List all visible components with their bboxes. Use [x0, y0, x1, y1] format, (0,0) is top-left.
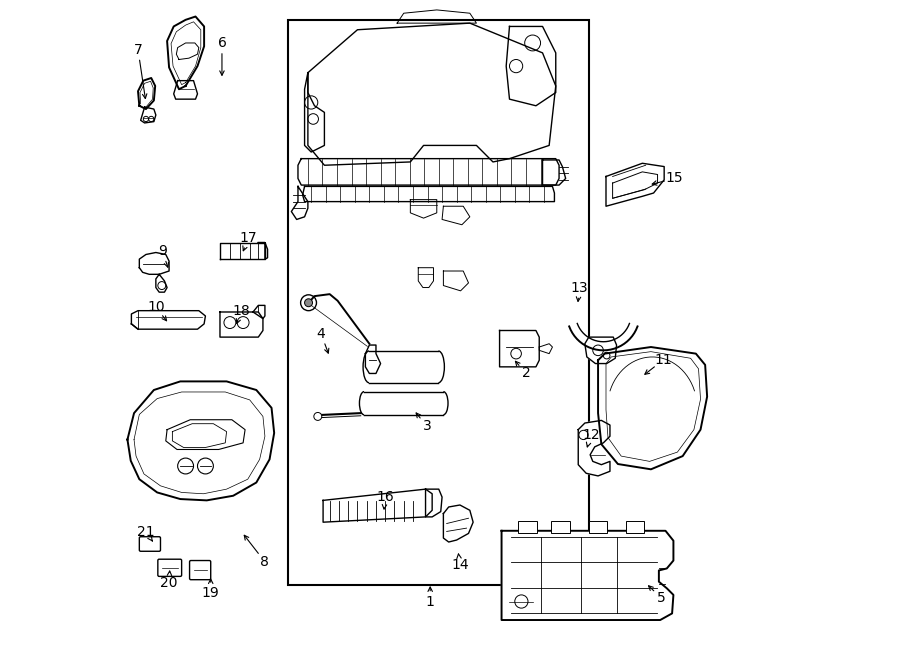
Polygon shape — [128, 381, 274, 500]
Polygon shape — [598, 347, 707, 469]
Text: 21: 21 — [137, 525, 155, 539]
Polygon shape — [258, 243, 267, 259]
Polygon shape — [138, 78, 155, 109]
Text: 8: 8 — [260, 555, 269, 569]
Polygon shape — [298, 159, 559, 185]
Polygon shape — [410, 200, 436, 218]
Polygon shape — [606, 163, 664, 206]
Text: 19: 19 — [202, 586, 220, 600]
Polygon shape — [442, 206, 470, 225]
Text: 12: 12 — [582, 428, 599, 442]
Polygon shape — [539, 344, 553, 354]
Text: 5: 5 — [657, 591, 666, 605]
FancyBboxPatch shape — [140, 537, 160, 551]
Polygon shape — [323, 489, 432, 522]
FancyBboxPatch shape — [190, 561, 211, 580]
Text: 14: 14 — [451, 558, 469, 572]
Text: 7: 7 — [133, 42, 142, 57]
Polygon shape — [140, 107, 156, 123]
Polygon shape — [444, 505, 473, 542]
Polygon shape — [220, 243, 265, 259]
Bar — [626, 521, 644, 533]
Polygon shape — [174, 81, 197, 99]
Text: 4: 4 — [317, 327, 326, 341]
Polygon shape — [292, 186, 308, 219]
Text: 18: 18 — [233, 303, 251, 318]
Polygon shape — [304, 73, 324, 152]
Polygon shape — [613, 172, 658, 198]
Circle shape — [304, 299, 312, 307]
Text: 1: 1 — [426, 594, 435, 609]
Polygon shape — [253, 305, 265, 319]
Polygon shape — [365, 345, 381, 373]
Text: 10: 10 — [147, 300, 165, 315]
Polygon shape — [578, 420, 610, 476]
Polygon shape — [543, 160, 566, 185]
Circle shape — [314, 412, 322, 420]
Text: 2: 2 — [522, 366, 530, 381]
Bar — [589, 521, 608, 533]
Text: 6: 6 — [218, 36, 227, 50]
Bar — [551, 521, 570, 533]
Polygon shape — [302, 186, 554, 202]
Text: 17: 17 — [239, 231, 257, 245]
Text: 13: 13 — [571, 280, 589, 295]
Polygon shape — [131, 311, 205, 329]
Polygon shape — [167, 17, 204, 89]
Polygon shape — [418, 268, 434, 288]
Polygon shape — [220, 312, 263, 337]
Polygon shape — [156, 274, 167, 292]
Text: 16: 16 — [376, 490, 394, 504]
Text: 15: 15 — [666, 171, 684, 186]
Bar — [288, 20, 589, 585]
FancyBboxPatch shape — [158, 559, 182, 576]
Polygon shape — [140, 253, 169, 274]
Polygon shape — [308, 23, 556, 165]
Text: 20: 20 — [160, 576, 178, 590]
Polygon shape — [506, 26, 556, 106]
Text: 3: 3 — [422, 419, 431, 434]
Text: 11: 11 — [654, 353, 671, 368]
Text: 9: 9 — [158, 244, 166, 258]
Polygon shape — [501, 531, 673, 620]
Polygon shape — [585, 337, 616, 364]
Polygon shape — [444, 271, 469, 291]
Polygon shape — [426, 489, 442, 517]
Bar — [518, 521, 536, 533]
Polygon shape — [500, 330, 539, 367]
